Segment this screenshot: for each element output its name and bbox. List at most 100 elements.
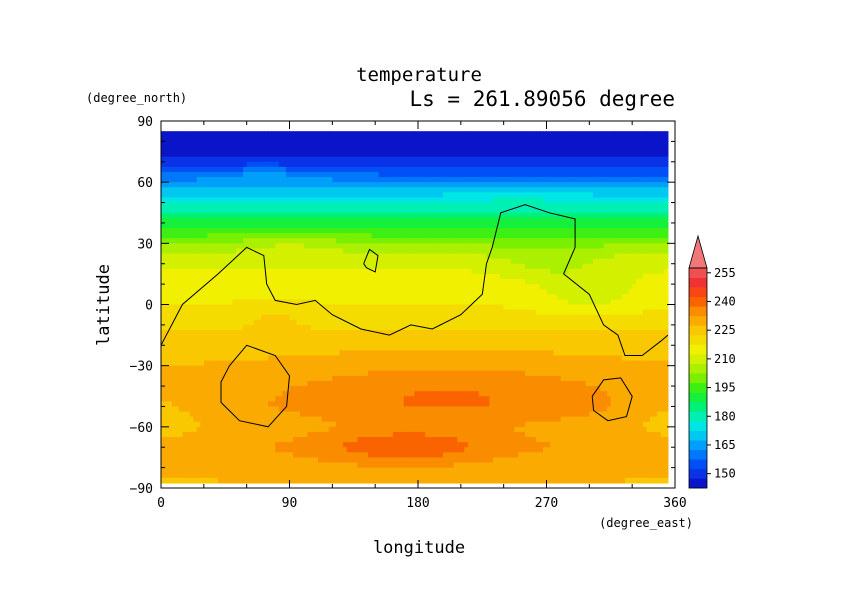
temperature-cell xyxy=(300,166,305,173)
temperature-cell xyxy=(564,212,569,219)
temperature-cell xyxy=(264,177,269,183)
temperature-cell xyxy=(550,304,555,311)
temperature-cell xyxy=(521,228,526,234)
temperature-cell xyxy=(492,294,498,301)
temperature-cell xyxy=(567,253,573,260)
temperature-cell xyxy=(325,284,330,290)
temperature-cell xyxy=(357,238,362,244)
temperature-cell xyxy=(257,304,262,311)
temperature-cell xyxy=(375,141,380,148)
temperature-cell xyxy=(542,248,548,255)
temperature-cell xyxy=(446,131,451,137)
temperature-cell xyxy=(335,284,341,290)
temperature-cell xyxy=(232,228,237,234)
temperature-cell xyxy=(378,166,383,173)
temperature-cell xyxy=(318,202,323,209)
temperature-cell xyxy=(450,177,455,183)
temperature-cell xyxy=(171,182,176,188)
temperature-cell xyxy=(632,197,637,204)
temperature-cell xyxy=(575,212,580,219)
temperature-cell xyxy=(564,182,569,188)
temperature-cell xyxy=(332,228,337,234)
temperature-cell xyxy=(528,289,533,295)
temperature-cell xyxy=(425,222,430,229)
temperature-cell xyxy=(625,136,630,142)
temperature-cell xyxy=(517,243,523,250)
temperature-cell xyxy=(507,284,512,290)
temperature-cell xyxy=(560,284,565,290)
temperature-cell xyxy=(489,192,494,199)
temperature-cell xyxy=(171,202,176,209)
temperature-cell xyxy=(175,279,180,285)
temperature-cell xyxy=(639,182,644,188)
temperature-cell xyxy=(368,304,373,311)
temperature-cell xyxy=(521,197,526,204)
temperature-cell xyxy=(607,279,612,285)
temperature-cell xyxy=(585,289,590,295)
temperature-cell xyxy=(478,212,483,219)
temperature-cell xyxy=(592,289,598,295)
temperature-cell xyxy=(421,212,426,219)
temperature-cell xyxy=(296,238,301,244)
temperature-cell xyxy=(332,294,337,301)
temperature-cell xyxy=(482,202,487,209)
temperature-cell xyxy=(293,156,298,163)
temperature-cell xyxy=(660,197,665,204)
temperature-cell xyxy=(489,182,494,188)
temperature-cell xyxy=(318,136,323,142)
temperature-cell xyxy=(542,171,548,178)
temperature-cell xyxy=(239,197,244,204)
temperature-cell xyxy=(332,253,337,260)
temperature-cell xyxy=(161,136,166,142)
temperature-cell xyxy=(592,217,598,224)
temperature-cell xyxy=(496,177,501,183)
temperature-cell xyxy=(200,238,205,244)
temperature-cell xyxy=(475,279,480,285)
temperature-cell xyxy=(525,304,530,311)
temperature-cell xyxy=(250,222,255,229)
temperature-cell xyxy=(646,141,651,148)
temperature-cell xyxy=(225,228,230,234)
temperature-cell xyxy=(589,202,594,209)
temperature-cell xyxy=(532,217,537,224)
temperature-cell xyxy=(164,182,169,188)
temperature-cell xyxy=(414,192,419,199)
temperature-cell xyxy=(610,273,615,280)
temperature-cell xyxy=(193,202,198,209)
temperature-cell xyxy=(471,202,476,209)
temperature-cell xyxy=(339,294,344,301)
temperature-cell xyxy=(307,243,312,250)
temperature-cell xyxy=(542,187,548,193)
temperature-cell xyxy=(607,192,612,199)
temperature-cell xyxy=(207,171,212,178)
temperature-cell xyxy=(450,243,455,250)
temperature-cell xyxy=(228,268,233,275)
temperature-cell xyxy=(657,253,662,260)
temperature-cell xyxy=(307,131,312,137)
temperature-cell xyxy=(168,238,173,244)
temperature-cell xyxy=(250,212,255,219)
temperature-cell xyxy=(475,131,480,137)
temperature-cell xyxy=(328,131,333,137)
temperature-cell xyxy=(442,253,448,260)
temperature-cell xyxy=(393,294,398,301)
temperature-cell xyxy=(346,217,351,224)
temperature-cell xyxy=(203,141,208,148)
temperature-cell xyxy=(639,268,644,275)
temperature-cell xyxy=(610,248,615,255)
temperature-cell xyxy=(617,289,623,295)
temperature-cell xyxy=(517,151,523,158)
temperature-cell xyxy=(275,299,280,306)
temperature-cell xyxy=(582,131,587,137)
temperature-cell xyxy=(239,273,244,280)
temperature-cell xyxy=(485,233,490,239)
temperature-cell xyxy=(214,141,219,148)
temperature-cell xyxy=(653,273,658,280)
temperature-cell xyxy=(282,146,287,153)
temperature-cell xyxy=(485,304,490,311)
temperature-cell xyxy=(528,141,533,148)
temperature-cell xyxy=(600,258,605,265)
temperature-cell xyxy=(514,197,519,204)
temperature-cell xyxy=(610,217,615,224)
temperature-cell xyxy=(175,289,180,295)
